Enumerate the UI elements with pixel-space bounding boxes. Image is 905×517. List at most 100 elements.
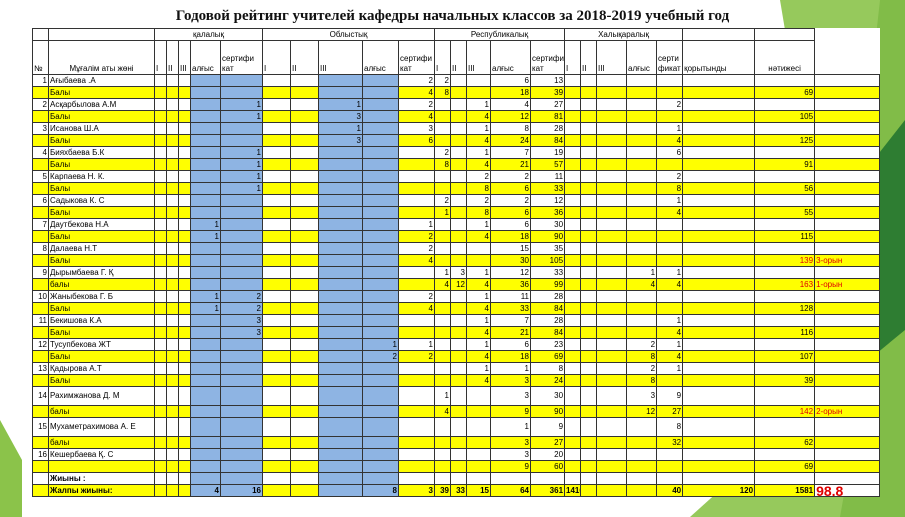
score-cell: 1 [190, 302, 221, 315]
score-cell: 35 [529, 242, 566, 255]
teacher-row: 16 Кешербаева Қ. С 3 20 [32, 448, 880, 461]
total-score-cell: 105 [754, 110, 816, 123]
score-cell: 1 [362, 338, 399, 351]
score-cell [318, 326, 363, 339]
score-cell [290, 302, 319, 315]
score-cell [318, 290, 363, 303]
score-cell: 1 [656, 338, 684, 351]
score-cell [178, 146, 191, 159]
header-result: нәтижесі [754, 40, 816, 75]
score-cell: 4 [656, 134, 684, 147]
score-cell [262, 326, 291, 339]
total-score-cell: 116 [754, 326, 816, 339]
score-cell [290, 350, 319, 363]
result-place-cell [814, 448, 880, 461]
score-cell [290, 134, 319, 147]
score-cell: 4 [434, 278, 451, 291]
score-cell [580, 417, 598, 437]
teacher-name: Мухаметрахимова А. Е [48, 417, 155, 437]
score-cell [596, 436, 628, 449]
score-cell: 4 [434, 405, 451, 418]
total-score-cell: 56 [754, 182, 816, 195]
score-cell [190, 460, 221, 473]
score-cell: 4 [466, 230, 491, 243]
grand-total-cell: 1416 [564, 484, 582, 497]
score-cell [290, 314, 319, 327]
score-cell [450, 314, 467, 327]
score-cell [318, 218, 363, 231]
score-cell [178, 194, 191, 207]
score-cell [154, 194, 167, 207]
score-cell [166, 110, 179, 123]
score-cell [564, 242, 582, 255]
total-score-cell [754, 218, 816, 231]
score-cell [262, 182, 291, 195]
score-cell: 1 [318, 122, 363, 135]
score-cell [564, 182, 582, 195]
score-cell [626, 86, 658, 99]
grand-total-blank [32, 484, 49, 497]
score-cell [154, 338, 167, 351]
row-number [32, 134, 49, 147]
score-cell [450, 134, 467, 147]
score-cell [166, 266, 179, 279]
score-cell [434, 460, 451, 473]
row-number [32, 436, 49, 449]
score-cell [580, 314, 598, 327]
score-cell [190, 405, 221, 418]
score-cell [580, 386, 598, 406]
score-cell [596, 86, 628, 99]
score-cell [166, 314, 179, 327]
row-number [32, 460, 49, 473]
score-cell: 7 [490, 146, 531, 159]
rating-table-body: 1 Ағыбаева .А 2 2 6 13 Балы 4 8 18 39 69 2 Асқарбылов… [32, 74, 880, 497]
score-cell [178, 98, 191, 111]
score-cell: 27 [656, 405, 684, 418]
score-cell [580, 182, 598, 195]
score-cell [564, 350, 582, 363]
score-cell [154, 242, 167, 255]
score-cell [466, 86, 491, 99]
score-cell [564, 448, 582, 461]
score-cell [178, 266, 191, 279]
score-cell [434, 314, 451, 327]
score-cell [450, 122, 467, 135]
score-cell [154, 350, 167, 363]
teacher-name: Қадырова А.Т [48, 362, 155, 375]
score-cell [166, 122, 179, 135]
score-cell: 8 [434, 158, 451, 171]
score-row: Балы 2 2 4 18 69 8 4 107 [32, 350, 880, 363]
score-cell [166, 472, 179, 485]
teacher-name: Балы [48, 350, 155, 363]
score-cell: 2 [490, 194, 531, 207]
total-score-cell [754, 122, 816, 135]
score-cell [626, 314, 658, 327]
score-cell [564, 194, 582, 207]
score-cell [318, 314, 363, 327]
score-cell [166, 448, 179, 461]
score-cell: 9 [529, 417, 566, 437]
score-cell [564, 218, 582, 231]
score-cell [362, 194, 399, 207]
score-cell [154, 290, 167, 303]
score-cell [166, 290, 179, 303]
score-cell: 81 [529, 110, 566, 123]
score-cell [450, 242, 467, 255]
score-row: Балы 1 8 6 33 8 56 [32, 182, 880, 195]
score-cell [466, 386, 491, 406]
score-cell [450, 460, 467, 473]
score-cell [466, 74, 491, 87]
score-cell [398, 460, 435, 473]
score-cell: 2 [466, 170, 491, 183]
total-score-cell [754, 242, 816, 255]
score-cell [178, 182, 191, 195]
result-place-cell [814, 460, 880, 473]
score-cell [290, 206, 319, 219]
total-score-cell: 69 [754, 86, 816, 99]
score-cell: 1 [656, 266, 684, 279]
score-cell: 30 [529, 218, 566, 231]
score-cell [596, 206, 628, 219]
score-cell: 32 [656, 436, 684, 449]
score-cell [166, 405, 179, 418]
teacher-name: Балы [48, 110, 155, 123]
